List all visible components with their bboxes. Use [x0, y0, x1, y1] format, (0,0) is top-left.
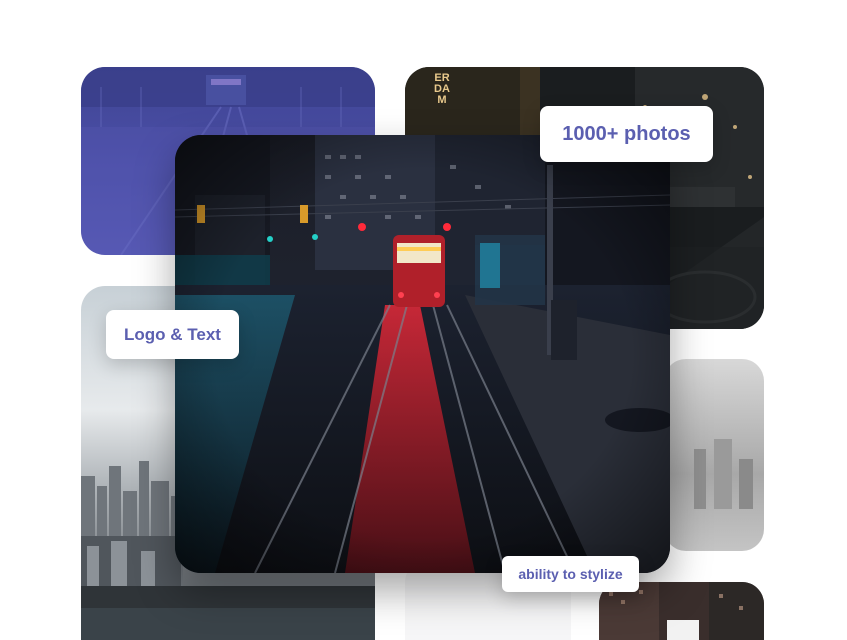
stylize-badge: ability to stylize	[502, 556, 639, 592]
logo-text-label: Logo & Text	[124, 324, 221, 344]
photo-gray-fog	[664, 359, 764, 551]
photos-count-badge: 1000+ photos	[540, 106, 713, 162]
photo-card-gray-fog	[664, 359, 764, 551]
photo-street-canyon	[599, 582, 764, 640]
photos-count-label: 1000+ photos	[562, 122, 691, 145]
main-photo-streetcar	[175, 135, 670, 573]
stylize-label: ability to stylize	[518, 566, 623, 582]
theater-sign: ERDAM	[434, 72, 450, 106]
logo-text-badge: Logo & Text	[106, 310, 239, 359]
photo-streetcar	[175, 135, 670, 573]
photo-card-street-canyon	[599, 582, 764, 640]
